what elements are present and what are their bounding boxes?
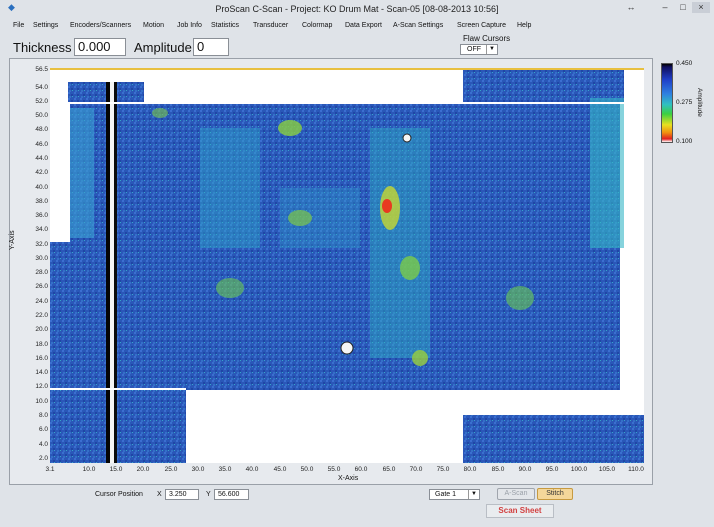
scan-sheet-tab[interactable]: Scan Sheet <box>486 504 554 518</box>
gate-select[interactable]: Gate 1 ▼ <box>429 489 480 500</box>
y-tick: 26.0 <box>35 283 48 290</box>
menu-ascan-settings[interactable]: A-Scan Settings <box>393 22 444 29</box>
menu-screen-capture[interactable]: Screen Capture <box>457 22 507 29</box>
cursor-y-label: Y <box>206 491 211 498</box>
cscan-image <box>50 68 644 463</box>
x-tick: 90.0 <box>518 466 532 473</box>
cscan-plot[interactable] <box>50 68 644 463</box>
y-tick: 2.0 <box>38 455 48 462</box>
window-title: ProScan C-Scan - Project: KO Drum Mat - … <box>215 4 499 14</box>
y-tick: 18.0 <box>35 341 48 348</box>
menu-colormap[interactable]: Colormap <box>302 22 333 29</box>
colorbar-max-label: 0.450 <box>676 60 693 67</box>
amplitude-label: Amplitude <box>134 40 192 55</box>
app-icon: ◆ <box>8 2 15 12</box>
y-tick: 40.0 <box>35 184 48 191</box>
x-axis-title: X-Axis <box>338 475 359 482</box>
cursor-position-label: Cursor Position <box>95 491 143 498</box>
x-tick: 105.0 <box>598 466 616 473</box>
chevron-down-icon: ▼ <box>486 45 497 54</box>
menu-settings[interactable]: Settings <box>33 22 59 29</box>
y-tick: 12.0 <box>35 383 48 390</box>
y-tick: 50.0 <box>35 112 48 119</box>
flaw-cursors-label: Flaw Cursors <box>463 34 511 43</box>
y-tick: 22.0 <box>35 312 48 319</box>
x-tick: 25.0 <box>164 466 178 473</box>
y-tick: 20.0 <box>35 326 48 333</box>
maximize-button[interactable]: □ <box>680 2 686 12</box>
x-tick: 3.1 <box>45 466 55 473</box>
x-tick: 45.0 <box>273 466 287 473</box>
colorbar-min-label: 0.100 <box>676 138 693 145</box>
x-tick: 10.0 <box>82 466 96 473</box>
x-tick: 30.0 <box>191 466 205 473</box>
y-tick: 38.0 <box>35 198 48 205</box>
y-tick: 56.5 <box>35 66 48 73</box>
y-tick: 42.0 <box>35 169 48 176</box>
x-tick: 110.0 <box>628 466 644 473</box>
x-tick: 40.0 <box>245 466 259 473</box>
menu-bar: File Settings Encoders/Scanners Motion J… <box>0 19 714 31</box>
ascan-button[interactable]: A-Scan <box>497 488 535 500</box>
colorbar <box>661 63 673 143</box>
y-tick: 8.0 <box>38 412 48 419</box>
cursor-x-field: 3.250 <box>165 489 199 500</box>
y-tick: 52.0 <box>35 98 48 105</box>
menu-motion[interactable]: Motion <box>143 22 165 29</box>
menu-statistics[interactable]: Statistics <box>211 22 240 29</box>
menu-file[interactable]: File <box>13 22 25 29</box>
y-tick: 44.0 <box>35 155 48 162</box>
y-tick: 14.0 <box>35 369 48 376</box>
x-tick: 85.0 <box>491 466 505 473</box>
gate-value: Gate 1 <box>435 491 457 498</box>
colorbar-title: Amplitude <box>696 88 703 117</box>
y-tick: 36.0 <box>35 212 48 219</box>
y-tick: 30.0 <box>35 255 48 262</box>
amplitude-field: 0 <box>193 38 229 56</box>
title-bar: ◆ ProScan C-Scan - Project: KO Drum Mat … <box>0 0 714 18</box>
y-tick: 28.0 <box>35 269 48 276</box>
x-tick: 95.0 <box>545 466 559 473</box>
y-tick: 4.0 <box>38 441 48 448</box>
y-tick: 48.0 <box>35 126 48 133</box>
y-tick: 6.0 <box>38 426 48 433</box>
thickness-label: Thickness <box>13 40 72 55</box>
restore-icon[interactable]: ↔ <box>626 2 636 12</box>
menu-encoders-scanners[interactable]: Encoders/Scanners <box>70 22 132 29</box>
stitch-button[interactable]: Stitch <box>537 488 573 500</box>
minimize-button[interactable]: – <box>662 2 668 12</box>
y-tick: 16.0 <box>35 355 48 362</box>
flaw-cursors-select[interactable]: OFF ▼ <box>460 44 498 55</box>
x-tick: 65.0 <box>382 466 396 473</box>
x-tick: 50.0 <box>300 466 314 473</box>
x-tick: 70.0 <box>409 466 423 473</box>
cursor-x-label: X <box>157 491 162 498</box>
y-axis-title: Y-Axis <box>9 230 16 250</box>
menu-job-info[interactable]: Job Info <box>177 22 202 29</box>
close-button[interactable]: × <box>692 2 710 13</box>
x-tick: 15.0 <box>109 466 123 473</box>
menu-help[interactable]: Help <box>517 22 532 29</box>
y-tick: 54.0 <box>35 84 48 91</box>
chevron-down-icon: ▼ <box>468 490 479 499</box>
x-tick: 100.0 <box>570 466 588 473</box>
x-tick: 80.0 <box>463 466 477 473</box>
cursor-y-field: 56.600 <box>214 489 249 500</box>
x-tick: 20.0 <box>136 466 150 473</box>
y-tick: 24.0 <box>35 298 48 305</box>
y-tick: 32.0 <box>35 241 48 248</box>
y-tick: 34.0 <box>35 226 48 233</box>
flaw-cursors-value: OFF <box>467 46 481 53</box>
x-tick: 55.0 <box>327 466 341 473</box>
y-tick: 46.0 <box>35 141 48 148</box>
thickness-field: 0.000 <box>74 38 126 56</box>
menu-data-export[interactable]: Data Export <box>345 22 382 29</box>
x-tick: 75.0 <box>436 466 450 473</box>
x-tick: 35.0 <box>218 466 232 473</box>
x-tick: 60.0 <box>354 466 368 473</box>
menu-transducer[interactable]: Transducer <box>253 22 289 29</box>
y-tick: 10.0 <box>35 398 48 405</box>
colorbar-mid-label: 0.275 <box>676 99 693 106</box>
